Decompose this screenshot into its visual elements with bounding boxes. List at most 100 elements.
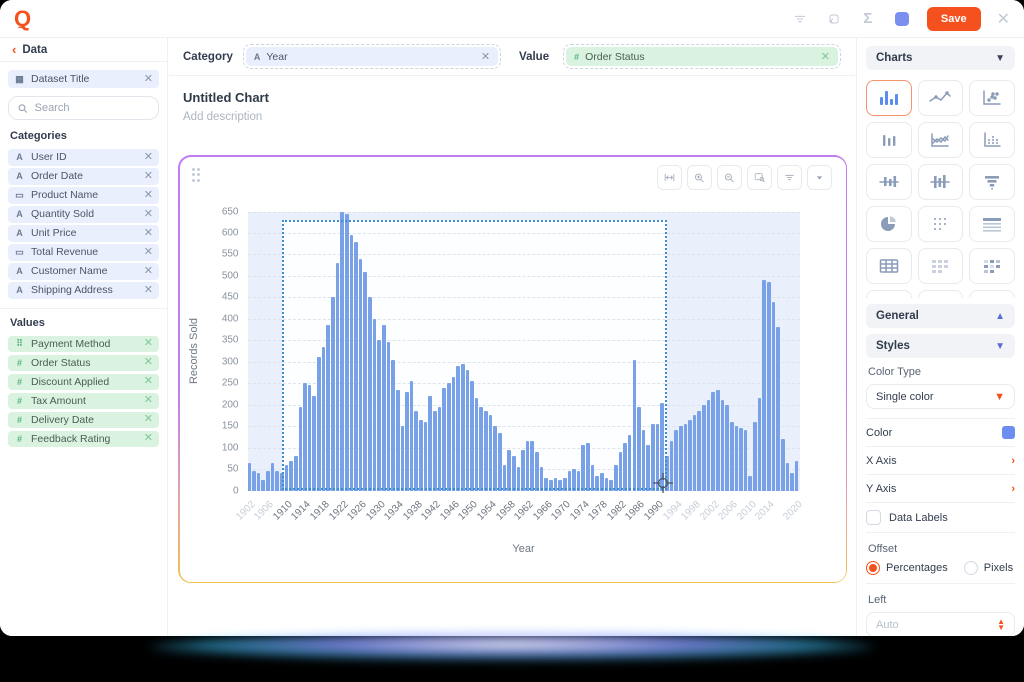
bar[interactable]: [451, 376, 456, 491]
remove-field-icon[interactable]: ✕: [143, 432, 153, 445]
chart-type-dot-matrix[interactable]: [917, 206, 964, 242]
bar[interactable]: [753, 421, 757, 491]
bar[interactable]: [623, 443, 627, 491]
bar[interactable]: [567, 471, 572, 491]
chart-type-bar-chart[interactable]: [866, 80, 912, 116]
bar[interactable]: [511, 456, 516, 491]
remove-field-icon[interactable]: ✕: [143, 226, 153, 239]
bar[interactable]: [516, 466, 521, 491]
bar[interactable]: [683, 424, 688, 491]
search-box[interactable]: [8, 96, 159, 120]
categories-chip[interactable]: A Customer Name ✕: [8, 263, 159, 280]
bar[interactable]: [576, 471, 581, 491]
bar[interactable]: [702, 404, 706, 491]
bar[interactable]: [729, 421, 734, 491]
bar[interactable]: [586, 443, 590, 491]
bar[interactable]: [525, 441, 530, 491]
bar[interactable]: [279, 473, 284, 491]
bar[interactable]: [688, 419, 692, 491]
remove-field-icon[interactable]: ✕: [143, 245, 153, 258]
bar[interactable]: [651, 424, 655, 491]
bar[interactable]: [581, 445, 586, 491]
chart-type-bar-chart-thin[interactable]: [866, 122, 912, 158]
close-icon[interactable]: ✕: [996, 10, 1010, 28]
bar[interactable]: [317, 357, 321, 491]
chart-type-scatter-plot[interactable]: [969, 80, 1015, 116]
bar[interactable]: [358, 258, 363, 491]
bar[interactable]: [595, 475, 600, 491]
bar[interactable]: [340, 211, 344, 491]
bar[interactable]: [298, 406, 303, 491]
bar[interactable]: [725, 404, 729, 491]
chart-title[interactable]: Untitled Chart: [183, 90, 269, 105]
zoom-out-icon[interactable]: [716, 164, 742, 190]
bar-chart-plot[interactable]: Records Sold Year 0 50 100 150 200 250 300 350 4…: [188, 206, 805, 555]
bar[interactable]: [780, 439, 785, 491]
y-axis-row[interactable]: Y Axis ›: [866, 474, 1015, 502]
chart-type-matrix-light[interactable]: [917, 248, 964, 284]
bar[interactable]: [641, 430, 646, 491]
remove-field-icon[interactable]: ✕: [143, 188, 153, 201]
bar[interactable]: [368, 297, 372, 491]
bar[interactable]: [335, 263, 340, 491]
filter-lines-icon[interactable]: [791, 10, 809, 28]
bar[interactable]: [632, 359, 637, 491]
color-type-select[interactable]: Single color ▼: [866, 384, 1015, 409]
styles-section-toggle[interactable]: Styles ▼: [866, 334, 1015, 358]
chart-type-dot-column-chart[interactable]: [969, 122, 1015, 158]
bar[interactable]: [493, 426, 497, 491]
bar[interactable]: [266, 471, 270, 491]
bar[interactable]: [465, 370, 470, 491]
bar[interactable]: [456, 366, 460, 491]
dataset-chip[interactable]: ▦ Dataset Title ✕: [8, 70, 159, 88]
color-swatch-icon[interactable]: [893, 10, 911, 28]
bar[interactable]: [697, 411, 702, 491]
chart-card[interactable]: Records Sold Year 0 50 100 150 200 250 300 350 4…: [178, 155, 847, 583]
bar[interactable]: [331, 297, 335, 491]
bar[interactable]: [321, 346, 326, 491]
bar[interactable]: [419, 419, 423, 491]
caret-down-icon[interactable]: [806, 164, 832, 190]
bar[interactable]: [562, 477, 567, 491]
bar[interactable]: [678, 426, 683, 491]
chart-type-funnel-chart[interactable]: [969, 164, 1015, 200]
bar[interactable]: [497, 432, 502, 491]
bar[interactable]: [757, 398, 762, 491]
remove-field-icon[interactable]: ✕: [143, 207, 153, 220]
chart-type-heatmap[interactable]: [969, 248, 1015, 284]
bar[interactable]: [446, 383, 451, 491]
bar[interactable]: [354, 241, 358, 491]
percentages-radio[interactable]: [866, 561, 880, 575]
bar[interactable]: [549, 479, 553, 491]
chart-type-line-chart[interactable]: [917, 80, 964, 116]
bar[interactable]: [558, 479, 562, 491]
back-chevron-icon[interactable]: ‹: [12, 42, 17, 57]
bar[interactable]: [284, 464, 289, 491]
data-labels-checkbox[interactable]: [866, 510, 881, 525]
bar[interactable]: [252, 471, 256, 491]
bar[interactable]: [618, 451, 623, 491]
categories-chip[interactable]: ▭ Total Revenue ✕: [8, 244, 159, 261]
bar[interactable]: [423, 421, 428, 491]
bar[interactable]: [692, 415, 697, 491]
bar[interactable]: [748, 475, 753, 491]
left-offset-input[interactable]: [876, 618, 966, 631]
app-logo[interactable]: Q ~: [14, 7, 31, 34]
bar[interactable]: [535, 451, 539, 491]
bar[interactable]: [433, 411, 437, 491]
bar[interactable]: [507, 449, 511, 491]
bar[interactable]: [484, 411, 488, 491]
bar[interactable]: [293, 456, 298, 491]
bar[interactable]: [776, 327, 780, 491]
bar[interactable]: [553, 477, 558, 491]
remove-field-icon[interactable]: ✕: [143, 264, 153, 277]
bar[interactable]: [785, 462, 790, 491]
bar[interactable]: [646, 445, 651, 491]
bar[interactable]: [289, 460, 293, 491]
bar[interactable]: [613, 464, 618, 491]
bar[interactable]: [767, 282, 771, 491]
bar[interactable]: [790, 473, 794, 491]
remove-field-icon[interactable]: ✕: [143, 413, 153, 426]
transform-icon[interactable]: [825, 10, 843, 28]
bar[interactable]: [437, 406, 442, 491]
